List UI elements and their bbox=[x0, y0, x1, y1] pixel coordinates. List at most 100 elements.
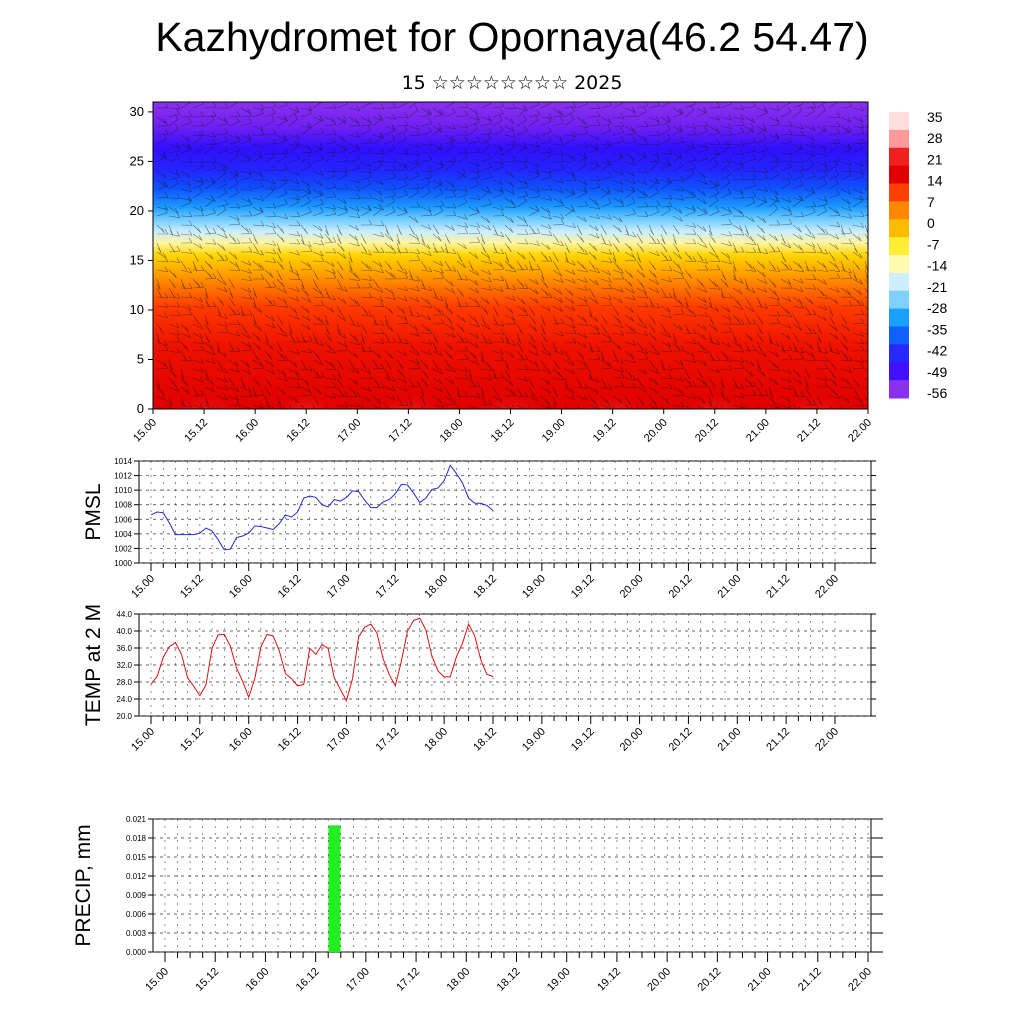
wind-barb-flag bbox=[321, 102, 322, 103]
wind-barb bbox=[468, 206, 479, 213]
wind-barb-flag bbox=[571, 305, 576, 311]
wind-barb bbox=[540, 224, 552, 230]
wind-barb-flag bbox=[156, 383, 161, 389]
wind-barb-flag bbox=[404, 273, 409, 279]
wind-barb bbox=[780, 386, 792, 391]
wind-barb-flag bbox=[848, 292, 853, 298]
wind-barb-flag bbox=[439, 260, 444, 267]
wind-barb bbox=[216, 172, 226, 181]
wind-barb-flag bbox=[618, 397, 622, 404]
wind-barb-flag bbox=[265, 401, 270, 407]
wind-barb bbox=[372, 164, 383, 172]
wind-barb bbox=[684, 395, 696, 399]
wind-barb-flag bbox=[601, 356, 605, 362]
wind-barb bbox=[540, 131, 552, 136]
wind-barb bbox=[660, 128, 671, 136]
wind-barb bbox=[336, 149, 348, 154]
wind-barb bbox=[780, 323, 792, 329]
wind-barb-flag bbox=[819, 247, 823, 253]
wind-barb-flag bbox=[434, 337, 438, 344]
series-line bbox=[150, 617, 494, 703]
wind-barb-flag bbox=[332, 119, 337, 125]
wind-barb bbox=[168, 359, 173, 371]
wind-barb-flag bbox=[416, 358, 420, 364]
wind-barb bbox=[312, 305, 325, 307]
wind-barb-flag bbox=[560, 330, 564, 337]
wind-barb-flag bbox=[440, 318, 445, 324]
wind-barb bbox=[312, 287, 323, 295]
wind-barb bbox=[612, 287, 624, 293]
wind-barb-flag bbox=[392, 248, 397, 254]
wind-barb-flag bbox=[424, 363, 429, 369]
wind-barb-flag bbox=[200, 130, 205, 136]
wind-barb bbox=[588, 116, 600, 118]
wind-barb bbox=[840, 287, 851, 295]
wind-barb-flag bbox=[319, 170, 324, 176]
wind-barb-flag bbox=[824, 356, 829, 362]
wind-barb-flag bbox=[463, 243, 467, 249]
wind-barb bbox=[672, 269, 684, 275]
wind-barb bbox=[684, 160, 696, 163]
wind-barb bbox=[480, 123, 492, 127]
wind-barb bbox=[576, 103, 588, 109]
wind-barb-flag bbox=[691, 206, 696, 212]
wind-barb-flag bbox=[488, 162, 492, 168]
wind-barb bbox=[420, 107, 431, 115]
wind-barb bbox=[864, 386, 868, 390]
wind-barb bbox=[828, 395, 840, 399]
wind-barb-flag bbox=[248, 185, 253, 191]
wind-barb-flag bbox=[800, 266, 805, 273]
wind-barb-flag bbox=[234, 150, 239, 157]
wind-barb-flag bbox=[474, 253, 479, 259]
wind-barb-flag bbox=[788, 403, 792, 409]
wind-barb-flag bbox=[752, 173, 757, 180]
wind-barb bbox=[708, 332, 714, 344]
wind-barb-flag bbox=[751, 287, 756, 293]
x-tick-label: 17.12 bbox=[373, 573, 401, 601]
wind-barb bbox=[264, 242, 276, 246]
wind-barb bbox=[660, 163, 670, 172]
wind-barb bbox=[492, 152, 504, 156]
wind-barb-flag bbox=[236, 330, 240, 337]
wind-barb-flag bbox=[380, 301, 385, 307]
wind-barb bbox=[684, 109, 694, 118]
wind-barb-flag bbox=[716, 128, 721, 134]
wind-barb-flag bbox=[464, 337, 469, 343]
wind-barb bbox=[240, 107, 251, 114]
wind-barb-flag bbox=[535, 350, 540, 357]
wind-barb-flag bbox=[484, 309, 489, 315]
wind-barb-flag bbox=[655, 187, 659, 193]
x-tick-label: 21.00 bbox=[715, 726, 743, 754]
wind-barb-flag bbox=[435, 364, 439, 370]
wind-barb bbox=[636, 404, 639, 409]
wind-barb-flag bbox=[764, 186, 768, 192]
wind-barb bbox=[408, 359, 420, 365]
wind-barb-flag bbox=[296, 286, 300, 292]
wind-barb-flag bbox=[536, 191, 541, 197]
wind-barb bbox=[300, 278, 305, 290]
wind-barb-flag bbox=[805, 383, 809, 389]
wind-barb-flag bbox=[594, 279, 599, 286]
wind-barb bbox=[612, 404, 615, 409]
wind-barb bbox=[384, 177, 396, 181]
wind-barb-flag bbox=[704, 153, 708, 159]
wind-barb-flag bbox=[332, 392, 337, 399]
wind-barb bbox=[732, 125, 744, 127]
wind-barb bbox=[396, 287, 408, 292]
wind-barb-flag bbox=[690, 105, 694, 111]
wind-barb-flag bbox=[548, 185, 553, 191]
wind-barb-flag bbox=[603, 229, 607, 235]
wind-barb bbox=[372, 314, 378, 326]
wind-barb bbox=[480, 133, 492, 136]
wind-barb-flag bbox=[464, 301, 469, 307]
wind-barb-flag bbox=[630, 316, 635, 322]
wind-barb-flag bbox=[291, 336, 296, 343]
wind-barb-flag bbox=[219, 364, 223, 370]
wind-barb bbox=[636, 111, 647, 118]
wind-barb-flag bbox=[584, 266, 589, 273]
wind-barb-flag bbox=[176, 245, 181, 252]
wind-barb bbox=[744, 106, 756, 109]
wind-barb bbox=[240, 332, 251, 339]
wind-barb bbox=[156, 386, 165, 396]
wind-barb-flag bbox=[520, 354, 525, 360]
